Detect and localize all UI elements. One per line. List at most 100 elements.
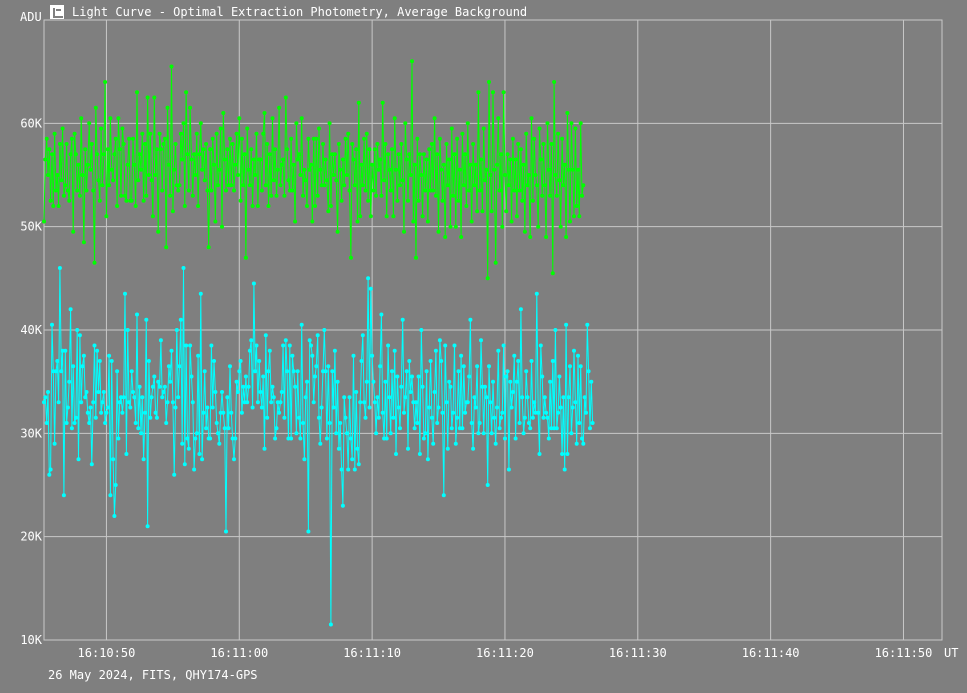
data-point[interactable]	[451, 410, 456, 415]
data-point[interactable]	[577, 421, 582, 425]
data-point[interactable]	[208, 436, 213, 441]
data-point[interactable]	[229, 183, 234, 188]
data-point[interactable]	[255, 400, 260, 405]
data-point[interactable]	[306, 529, 311, 534]
data-point[interactable]	[375, 142, 380, 146]
data-point[interactable]	[561, 395, 566, 400]
data-point[interactable]	[121, 395, 126, 400]
data-point[interactable]	[540, 193, 545, 198]
data-point[interactable]	[127, 400, 131, 405]
data-point[interactable]	[125, 162, 130, 167]
data-point[interactable]	[444, 142, 449, 146]
data-point[interactable]	[399, 142, 404, 146]
data-point[interactable]	[139, 431, 143, 436]
data-point[interactable]	[562, 467, 567, 472]
data-point[interactable]	[423, 431, 428, 436]
data-point[interactable]	[565, 111, 570, 115]
data-point[interactable]	[42, 219, 46, 224]
data-point[interactable]	[432, 390, 437, 394]
data-point[interactable]	[327, 121, 332, 126]
data-point[interactable]	[480, 209, 485, 214]
data-point[interactable]	[162, 384, 167, 389]
data-point[interactable]	[291, 369, 296, 374]
data-point[interactable]	[476, 431, 481, 436]
data-point[interactable]	[366, 276, 371, 281]
data-point[interactable]	[302, 167, 307, 172]
data-point[interactable]	[558, 224, 563, 229]
data-point[interactable]	[431, 441, 436, 446]
data-point[interactable]	[425, 457, 430, 462]
data-point[interactable]	[184, 343, 189, 348]
data-point[interactable]	[504, 209, 509, 214]
chart-icon[interactable]	[50, 5, 64, 19]
data-point[interactable]	[111, 457, 116, 462]
data-point[interactable]	[245, 126, 250, 131]
data-point[interactable]	[271, 395, 276, 400]
data-point[interactable]	[383, 379, 388, 384]
data-point[interactable]	[153, 410, 158, 415]
data-point[interactable]	[157, 131, 162, 136]
data-point[interactable]	[420, 214, 425, 219]
data-point[interactable]	[186, 188, 191, 193]
data-point[interactable]	[124, 198, 129, 203]
data-point[interactable]	[160, 188, 165, 193]
data-point[interactable]	[100, 183, 105, 188]
data-point[interactable]	[161, 390, 166, 394]
data-point[interactable]	[326, 364, 331, 369]
data-point[interactable]	[123, 193, 127, 198]
data-point[interactable]	[204, 426, 209, 431]
data-point[interactable]	[351, 157, 356, 162]
data-point[interactable]	[384, 214, 389, 219]
data-point[interactable]	[459, 353, 464, 358]
data-point[interactable]	[347, 188, 352, 193]
data-point[interactable]	[445, 183, 450, 188]
data-point[interactable]	[510, 136, 515, 141]
data-point[interactable]	[258, 157, 263, 162]
data-point[interactable]	[164, 245, 169, 250]
data-point[interactable]	[427, 147, 432, 152]
data-point[interactable]	[116, 436, 121, 441]
data-point[interactable]	[313, 374, 317, 379]
data-point[interactable]	[84, 188, 89, 193]
data-point[interactable]	[487, 80, 491, 84]
data-point[interactable]	[88, 405, 93, 410]
data-point[interactable]	[574, 204, 579, 208]
data-point[interactable]	[287, 343, 292, 348]
data-point[interactable]	[483, 384, 487, 389]
data-point[interactable]	[213, 390, 218, 394]
data-point[interactable]	[232, 457, 236, 462]
data-point[interactable]	[461, 183, 466, 188]
data-point[interactable]	[59, 369, 64, 374]
data-point[interactable]	[83, 395, 88, 400]
data-point[interactable]	[424, 157, 429, 162]
data-point[interactable]	[107, 183, 112, 188]
data-point[interactable]	[460, 426, 465, 431]
data-point[interactable]	[548, 379, 553, 384]
data-point[interactable]	[560, 452, 565, 456]
data-point[interactable]	[89, 142, 94, 146]
data-point[interactable]	[196, 353, 201, 358]
data-point[interactable]	[202, 178, 207, 183]
data-point[interactable]	[375, 395, 380, 400]
data-point[interactable]	[399, 384, 404, 389]
data-point[interactable]	[589, 379, 594, 384]
data-point[interactable]	[347, 395, 352, 400]
data-point[interactable]	[127, 136, 131, 141]
data-point[interactable]	[214, 131, 219, 136]
data-point[interactable]	[221, 111, 226, 115]
data-point[interactable]	[573, 400, 578, 405]
data-point[interactable]	[156, 379, 161, 384]
data-point[interactable]	[544, 235, 549, 239]
data-point[interactable]	[217, 167, 222, 172]
data-point[interactable]	[432, 116, 437, 121]
data-point[interactable]	[362, 136, 367, 141]
data-point[interactable]	[224, 188, 228, 193]
data-point[interactable]	[93, 415, 98, 420]
data-point[interactable]	[310, 353, 315, 358]
data-point[interactable]	[169, 64, 174, 69]
data-point[interactable]	[239, 136, 244, 141]
data-point[interactable]	[472, 183, 477, 188]
data-point[interactable]	[107, 353, 112, 358]
data-point[interactable]	[497, 188, 502, 193]
data-point[interactable]	[346, 131, 351, 136]
